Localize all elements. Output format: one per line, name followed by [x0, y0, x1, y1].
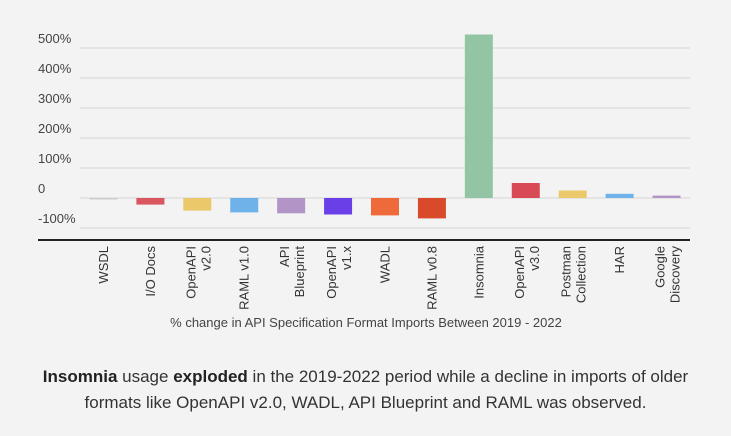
caption-highlight-insomnia: Insomnia — [42, 367, 118, 386]
y-tick-label: 400% — [38, 61, 72, 76]
x-tick-label: RAML v0.8 — [424, 246, 439, 310]
bar — [183, 198, 212, 211]
bar — [324, 198, 353, 215]
y-tick-label: 0 — [38, 181, 45, 196]
bar — [558, 190, 587, 198]
x-axis-label: % change in API Specification Format Imp… — [170, 315, 562, 330]
x-tick-label: OpenAPIv1.x — [324, 246, 354, 299]
bar — [89, 198, 118, 200]
x-tick-label-line: HAR — [612, 246, 627, 273]
x-tick-label-line: OpenAPI — [183, 246, 198, 299]
x-tick-label-line: Insomnia — [471, 245, 486, 299]
bar — [511, 183, 540, 198]
bar — [417, 198, 446, 219]
x-tick-label-line: v3.0 — [527, 246, 542, 271]
x-tick-label: PostmanCollection — [559, 246, 589, 303]
y-tick-label: -100% — [38, 211, 76, 226]
caption-highlight-exploded: exploded — [173, 367, 248, 386]
x-tick-label-line: I/O Docs — [143, 246, 158, 297]
x-tick-label: GoogleDiscovery — [653, 246, 683, 304]
x-tick-label-line: API — [277, 246, 292, 267]
x-tick-label-line: Discovery — [668, 246, 683, 304]
bar — [371, 198, 399, 216]
x-tick-label: OpenAPIv3.0 — [512, 246, 542, 299]
x-tick-label-line: v2.0 — [198, 246, 213, 271]
y-tick-label: 300% — [38, 91, 72, 106]
caption-line-1: Insomnia usage exploded in the 2019-2022… — [42, 367, 689, 386]
x-tick-label-line: OpenAPI — [512, 246, 527, 299]
x-tick-label-line: RAML v1.0 — [237, 246, 252, 310]
x-axis-ticks: WSDL I/O Docs OpenAPIv2.0 RAML v1.0 APIBluep… — [96, 245, 683, 310]
bar — [277, 198, 306, 214]
x-tick-label-line: Collection — [574, 246, 589, 303]
y-axis-ticks: 500% 400% 300% 200% 100% 0 -100% — [38, 31, 76, 226]
x-tick-label-line: Postman — [559, 246, 574, 297]
y-tick-label: 200% — [38, 121, 72, 136]
x-tick-label-line: RAML v0.8 — [424, 246, 439, 310]
x-tick-label: I/O Docs — [143, 246, 158, 297]
x-tick-label: RAML v1.0 — [237, 246, 252, 310]
x-tick-label-line: v1.x — [339, 246, 354, 270]
caption-line-2: formats like OpenAPI v2.0, WADL, API Blu… — [84, 393, 647, 412]
y-tick-label: 100% — [38, 151, 72, 166]
x-tick-label-line: Blueprint — [292, 246, 307, 298]
bar — [652, 195, 681, 198]
x-tick-label-line: WSDL — [96, 246, 111, 284]
x-tick-label-line: WADL — [378, 246, 393, 283]
bar — [136, 198, 165, 205]
bars — [89, 34, 681, 219]
bar — [230, 198, 259, 213]
x-tick-label: Insomnia — [471, 245, 486, 299]
x-tick-label: HAR — [612, 246, 627, 273]
x-tick-label-line: Google — [653, 246, 668, 288]
x-tick-label: OpenAPIv2.0 — [183, 246, 213, 299]
bar — [464, 34, 493, 198]
x-tick-label: APIBlueprint — [277, 246, 307, 298]
bar — [605, 193, 634, 198]
bar-chart: 500% 400% 300% 200% 100% 0 -100% WSDL I/O Docs O… — [38, 31, 690, 330]
x-tick-label-line: OpenAPI — [324, 246, 339, 299]
chart-caption: Insomnia usage exploded in the 2019-2022… — [0, 364, 731, 416]
y-tick-label: 500% — [38, 31, 72, 46]
x-tick-label: WADL — [378, 246, 393, 283]
x-tick-label: WSDL — [96, 246, 111, 284]
